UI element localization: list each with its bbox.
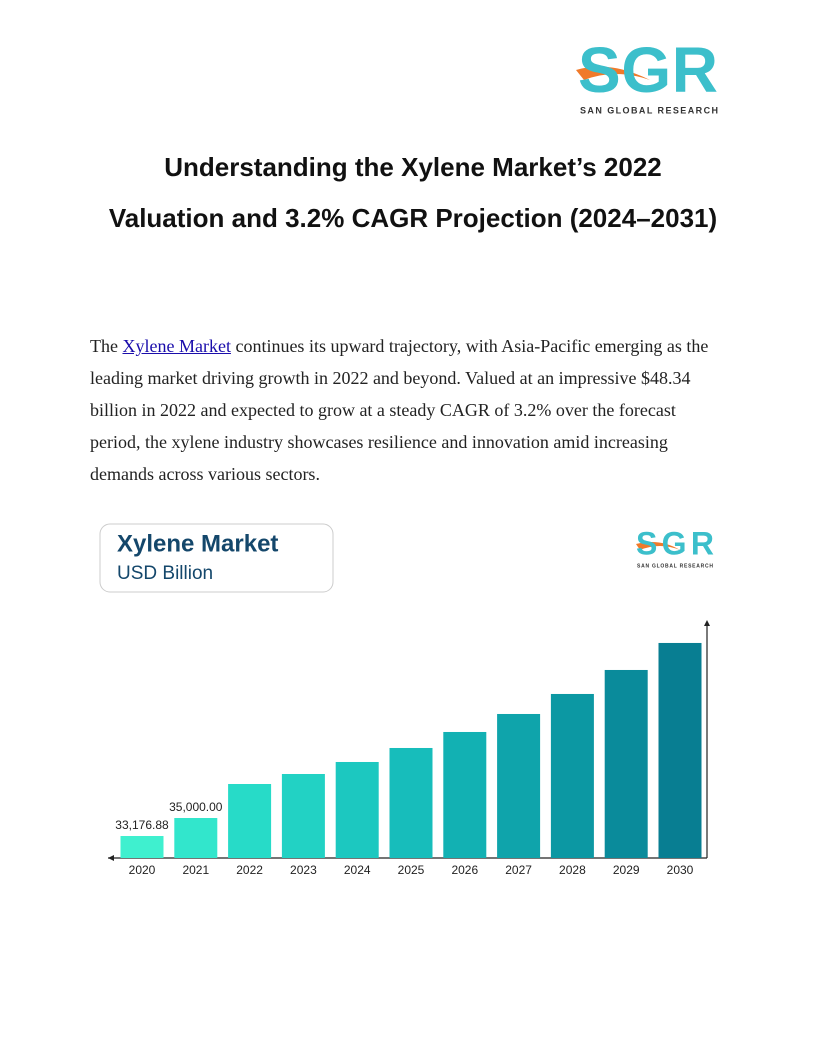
- chart-logo-tagline: SAN GLOBAL RESEARCH: [637, 563, 713, 569]
- intro: The Xylene Market continues its upward t…: [90, 330, 730, 490]
- bar: [497, 713, 541, 858]
- bar: [550, 693, 594, 858]
- x-tick-label: 2022: [236, 863, 263, 877]
- chart-title-box: [99, 523, 334, 593]
- x-axis-arrow: [108, 855, 114, 861]
- chart-title: Xylene Market: [117, 530, 278, 557]
- x-tick-label: 2028: [559, 863, 586, 877]
- bar: [389, 747, 433, 858]
- x-tick-label: 2030: [667, 863, 694, 877]
- value-label: 35,000.00: [169, 800, 223, 814]
- intro-link[interactable]: Xylene Market: [122, 336, 231, 356]
- chart-logo-swoosh: [636, 542, 680, 550]
- x-tick-label: 2026: [451, 863, 478, 877]
- value-label: 33,176.88: [115, 818, 169, 832]
- bar: [281, 773, 325, 858]
- x-tick-label: 2025: [398, 863, 425, 877]
- x-tick-label: 2021: [182, 863, 209, 877]
- x-tick-label: 2027: [505, 863, 532, 877]
- x-tick-label: 2020: [129, 863, 156, 877]
- x-tick-label: 2023: [290, 863, 317, 877]
- chart-logo-text: SGR: [636, 525, 714, 561]
- bar: [120, 836, 164, 858]
- bar: [228, 784, 272, 858]
- intro-after: continues its upward trajectory, with As…: [90, 336, 709, 484]
- bar: [443, 731, 487, 858]
- logo-swoosh: [576, 66, 650, 80]
- x-tick-label: 2024: [344, 863, 371, 877]
- x-tick-label: 2029: [613, 863, 640, 877]
- chart-subtitle: USD Billion: [117, 563, 213, 584]
- bar: [174, 818, 218, 858]
- logo-text: SGR: [578, 40, 718, 106]
- y-axis-arrow: [704, 620, 710, 626]
- chart: Xylene Market USD Billion SGR SAN GLOBAL…: [99, 523, 714, 877]
- bar: [604, 669, 648, 858]
- intro-before: The: [90, 336, 118, 356]
- logo-tagline: SAN GLOBAL RESEARCH: [580, 105, 718, 115]
- bar: [335, 761, 379, 858]
- bar: [658, 642, 702, 858]
- logo: SGR SAN GLOBAL RESEARCH: [576, 40, 718, 115]
- title: Understanding the Xylene Market’s 2022 V…: [108, 152, 718, 233]
